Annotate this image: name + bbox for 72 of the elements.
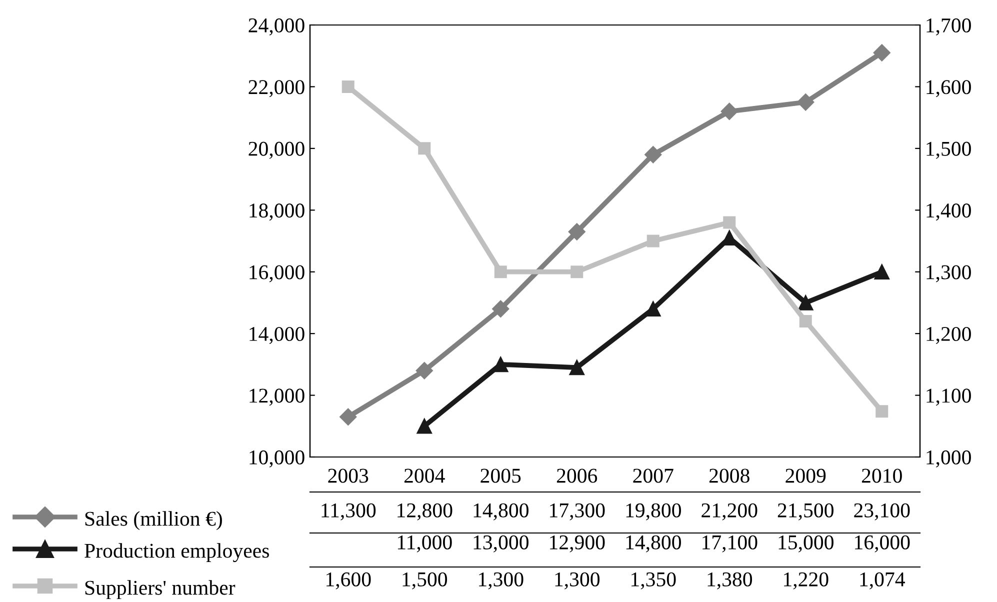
y2-tick-label: 1,700 [926,18,971,36]
point [799,314,812,328]
legend-label: Suppliers' number [85,580,236,600]
data-label: 15,000 [778,535,834,552]
y-tick-label: 16,000 [250,265,304,282]
point [646,234,660,248]
y-tick-label: 12,000 [250,388,304,406]
x-tick-label: 2004 [404,468,445,483]
point [340,408,357,426]
point [798,295,814,310]
data-label: 14,800 [626,535,681,552]
x-tick-label: 2009 [786,468,826,483]
point [568,223,586,240]
x-tick-label: 2007 [633,468,674,483]
y-tick-label: 20,000 [248,142,304,159]
y2-tick-label: 1,600 [926,80,971,98]
y2-tick-label: 1,300 [926,265,971,282]
point [874,264,890,280]
point [569,360,585,376]
data-label: 11,000 [398,535,452,552]
y-tick-label: 18,000 [250,204,304,221]
point [492,356,508,372]
point [416,418,432,434]
y-tick-label: 10,000 [250,450,304,468]
data-label: 17,100 [702,535,758,552]
data-label: 12,900 [550,535,605,552]
data-label: 23,100 [854,503,910,520]
x-tick-label: 2005 [480,468,521,483]
y2-tick-label: 1,500 [926,142,971,159]
y2-tick-label: 1,100 [926,388,971,406]
y-tick-label: 14,000 [250,326,304,344]
data-label: 17,300 [550,503,605,520]
data-label: 21,200 [702,503,758,520]
data-label: 16,000 [855,535,910,552]
data-label: 13,000 [474,535,528,552]
data-label: 1,300 [555,572,600,590]
point [720,102,738,120]
data-label: 1,074 [860,572,905,590]
data-label: 12,800 [398,503,452,520]
x-tick-label: 2006 [556,468,598,483]
data-label: 1,220 [784,572,828,590]
data-label: 1,600 [326,572,371,590]
y-tick-label: 22,000 [248,80,304,98]
point [342,80,354,93]
data-label: 1,350 [632,572,676,590]
point [873,44,890,62]
point [644,146,662,164]
legend-label: Sales (million €) [85,511,222,530]
point [645,301,661,317]
y2-tick-label: 1,000 [926,450,971,468]
point [492,300,510,318]
data-label: 14,800 [474,503,528,520]
point [418,142,431,155]
x-tick-label: 2003 [328,468,368,483]
point [876,405,888,418]
point [416,362,433,380]
point [570,266,584,278]
point [797,94,814,111]
y2-tick-label: 1,200 [926,326,971,344]
data-label: 19,800 [626,503,681,520]
point [723,216,736,229]
data-label: 11,300 [322,503,376,520]
y-tick-label: 24,000 [248,18,304,36]
y2-tick-label: 1,400 [926,204,971,221]
data-label: 1,500 [402,572,448,590]
point [494,266,507,278]
x-tick-label: 2010 [862,468,902,483]
legend-label: Production employees [84,543,269,562]
data-label: 1,380 [708,572,752,590]
data-label: 1,300 [479,572,524,590]
data-label: 21,500 [778,503,834,520]
x-tick-label: 2008 [709,468,750,483]
